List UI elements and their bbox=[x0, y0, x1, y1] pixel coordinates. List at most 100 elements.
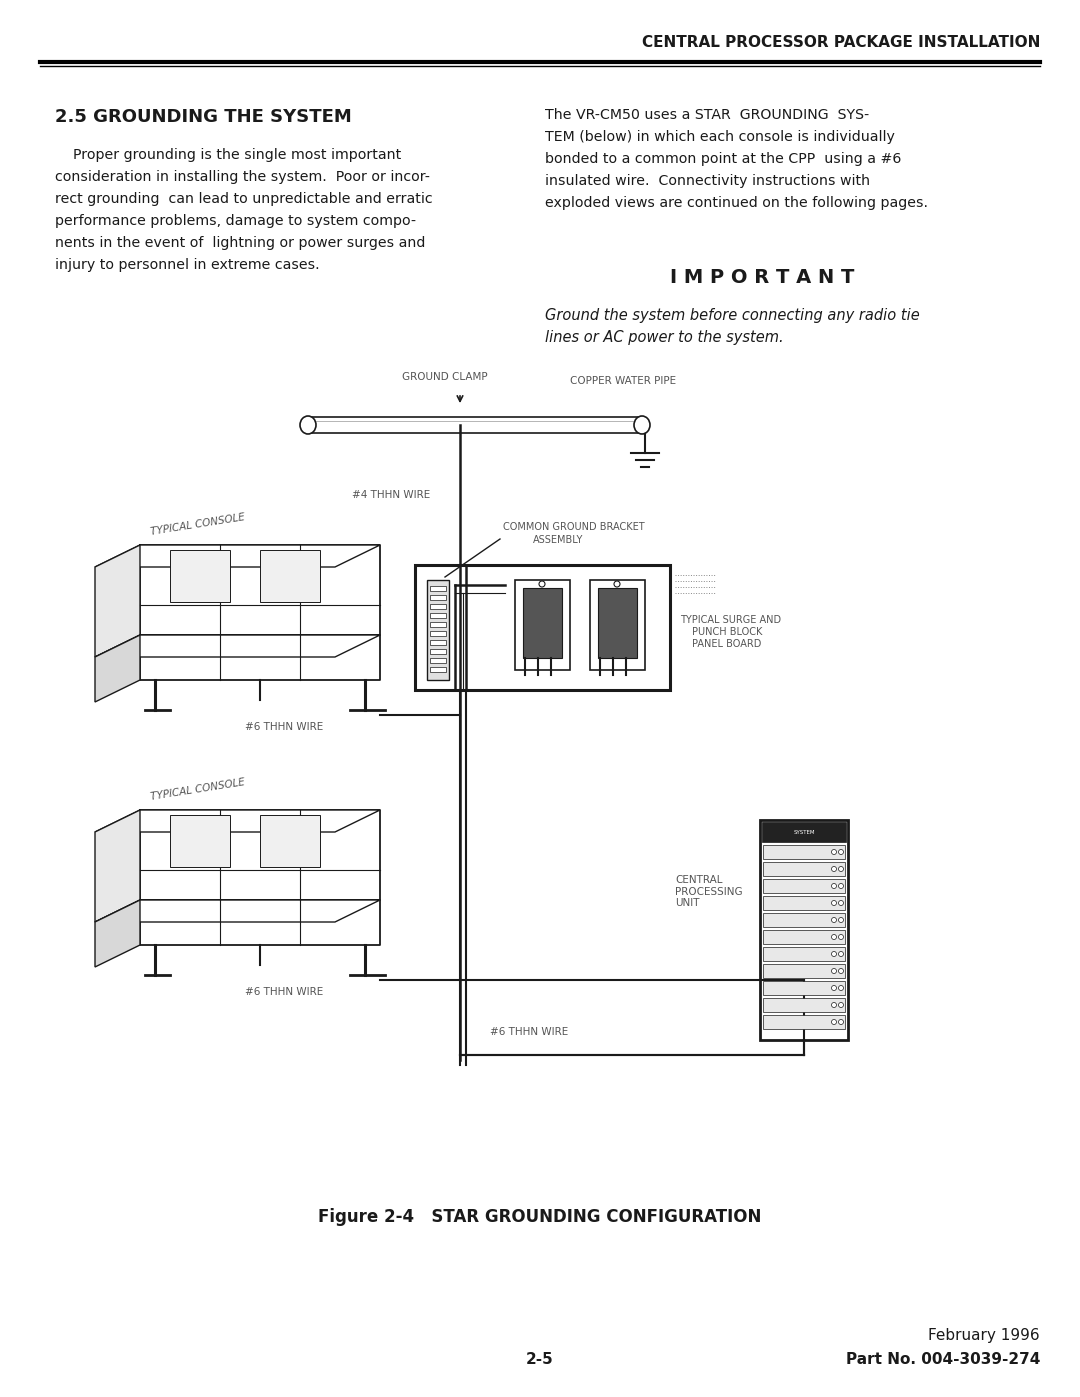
Bar bbox=[760, 820, 848, 1039]
Text: performance problems, damage to system compo-: performance problems, damage to system c… bbox=[55, 214, 416, 228]
Text: COPPER WATER PIPE: COPPER WATER PIPE bbox=[570, 376, 676, 386]
Circle shape bbox=[838, 935, 843, 940]
Text: TEM (below) in which each console is individually: TEM (below) in which each console is ind… bbox=[545, 130, 895, 144]
Circle shape bbox=[615, 581, 620, 587]
Bar bbox=[430, 658, 446, 664]
Circle shape bbox=[838, 849, 843, 855]
Text: Part No. 004-3039-274: Part No. 004-3039-274 bbox=[846, 1352, 1040, 1368]
Bar bbox=[427, 580, 449, 680]
Text: #6 THHN WIRE: #6 THHN WIRE bbox=[490, 1027, 568, 1037]
Bar bbox=[762, 947, 845, 961]
Bar bbox=[762, 862, 845, 876]
Circle shape bbox=[838, 951, 843, 957]
Bar bbox=[523, 588, 562, 658]
Bar bbox=[430, 604, 446, 609]
Bar bbox=[430, 585, 446, 591]
Bar bbox=[430, 595, 446, 599]
Bar bbox=[430, 666, 446, 672]
Circle shape bbox=[832, 1020, 837, 1024]
Text: CENTRAL PROCESSOR PACKAGE INSTALLATION: CENTRAL PROCESSOR PACKAGE INSTALLATION bbox=[642, 35, 1040, 50]
Text: TYPICAL SURGE AND: TYPICAL SURGE AND bbox=[680, 615, 781, 624]
Text: TYPICAL CONSOLE: TYPICAL CONSOLE bbox=[150, 513, 246, 536]
Bar bbox=[762, 821, 846, 842]
Text: ASSEMBLY: ASSEMBLY bbox=[534, 535, 583, 545]
Circle shape bbox=[838, 918, 843, 922]
Bar bbox=[762, 997, 845, 1011]
Bar bbox=[260, 814, 320, 868]
Circle shape bbox=[832, 866, 837, 872]
Bar bbox=[430, 622, 446, 627]
Text: Ground the system before connecting any radio tie: Ground the system before connecting any … bbox=[545, 307, 920, 323]
Bar bbox=[762, 964, 845, 978]
Circle shape bbox=[832, 935, 837, 940]
Polygon shape bbox=[95, 545, 140, 657]
Circle shape bbox=[838, 901, 843, 905]
Text: #6 THHN WIRE: #6 THHN WIRE bbox=[245, 722, 323, 732]
Text: consideration in installing the system.  Poor or incor-: consideration in installing the system. … bbox=[55, 170, 430, 184]
Bar bbox=[430, 631, 446, 636]
Text: 2-5: 2-5 bbox=[526, 1352, 554, 1368]
Polygon shape bbox=[95, 636, 140, 703]
Text: 2.5 GROUNDING THE SYSTEM: 2.5 GROUNDING THE SYSTEM bbox=[55, 108, 352, 126]
Circle shape bbox=[838, 1020, 843, 1024]
Circle shape bbox=[832, 883, 837, 888]
Circle shape bbox=[838, 985, 843, 990]
Circle shape bbox=[832, 985, 837, 990]
Circle shape bbox=[832, 1003, 837, 1007]
Circle shape bbox=[539, 581, 545, 587]
Circle shape bbox=[832, 968, 837, 974]
Text: COMMON GROUND BRACKET: COMMON GROUND BRACKET bbox=[503, 522, 645, 532]
Polygon shape bbox=[95, 810, 380, 833]
Bar bbox=[515, 580, 570, 671]
Bar bbox=[762, 895, 845, 909]
Text: rect grounding  can lead to unpredictable and erratic: rect grounding can lead to unpredictable… bbox=[55, 191, 433, 205]
Text: The VR-CM50 uses a STAR  GROUNDING  SYS-: The VR-CM50 uses a STAR GROUNDING SYS- bbox=[545, 108, 869, 122]
Bar bbox=[170, 550, 230, 602]
Text: injury to personnel in extreme cases.: injury to personnel in extreme cases. bbox=[55, 258, 320, 272]
Polygon shape bbox=[95, 900, 380, 922]
Bar bbox=[430, 640, 446, 645]
Text: SYSTEM: SYSTEM bbox=[793, 830, 814, 834]
Text: Figure 2-4   STAR GROUNDING CONFIGURATION: Figure 2-4 STAR GROUNDING CONFIGURATION bbox=[319, 1208, 761, 1227]
Bar bbox=[762, 981, 845, 995]
Bar bbox=[598, 588, 637, 658]
Bar bbox=[762, 1016, 845, 1030]
Ellipse shape bbox=[634, 416, 650, 434]
Text: bonded to a common point at the CPP  using a #6: bonded to a common point at the CPP usin… bbox=[545, 152, 902, 166]
Text: insulated wire.  Connectivity instructions with: insulated wire. Connectivity instruction… bbox=[545, 175, 870, 189]
Polygon shape bbox=[95, 900, 140, 967]
Circle shape bbox=[838, 883, 843, 888]
Circle shape bbox=[832, 951, 837, 957]
Text: GROUND CLAMP: GROUND CLAMP bbox=[402, 372, 488, 381]
Circle shape bbox=[832, 918, 837, 922]
Circle shape bbox=[838, 968, 843, 974]
Text: I M P O R T A N T: I M P O R T A N T bbox=[670, 268, 854, 286]
Bar bbox=[430, 650, 446, 654]
Bar bbox=[762, 845, 845, 859]
Bar bbox=[415, 564, 670, 690]
Text: PANEL BOARD: PANEL BOARD bbox=[692, 638, 761, 650]
Bar bbox=[762, 914, 845, 928]
Text: exploded views are continued on the following pages.: exploded views are continued on the foll… bbox=[545, 196, 928, 210]
Text: TYPICAL CONSOLE: TYPICAL CONSOLE bbox=[150, 777, 246, 802]
Ellipse shape bbox=[300, 416, 316, 434]
Text: #6 THHN WIRE: #6 THHN WIRE bbox=[245, 988, 323, 997]
Bar bbox=[762, 879, 845, 893]
Circle shape bbox=[838, 866, 843, 872]
Bar bbox=[260, 550, 320, 602]
Polygon shape bbox=[95, 545, 380, 567]
Circle shape bbox=[838, 1003, 843, 1007]
Text: nents in the event of  lightning or power surges and: nents in the event of lightning or power… bbox=[55, 236, 426, 250]
Polygon shape bbox=[95, 636, 380, 657]
Circle shape bbox=[832, 901, 837, 905]
Polygon shape bbox=[95, 810, 140, 922]
Text: #4 THHN WIRE: #4 THHN WIRE bbox=[352, 490, 430, 500]
Text: PUNCH BLOCK: PUNCH BLOCK bbox=[692, 627, 762, 637]
Bar bbox=[430, 613, 446, 617]
Bar bbox=[762, 930, 845, 944]
Text: CENTRAL
PROCESSING
UNIT: CENTRAL PROCESSING UNIT bbox=[675, 875, 743, 908]
Bar bbox=[170, 814, 230, 868]
Bar bbox=[590, 580, 645, 671]
Circle shape bbox=[832, 849, 837, 855]
Text: Proper grounding is the single most important: Proper grounding is the single most impo… bbox=[55, 148, 402, 162]
